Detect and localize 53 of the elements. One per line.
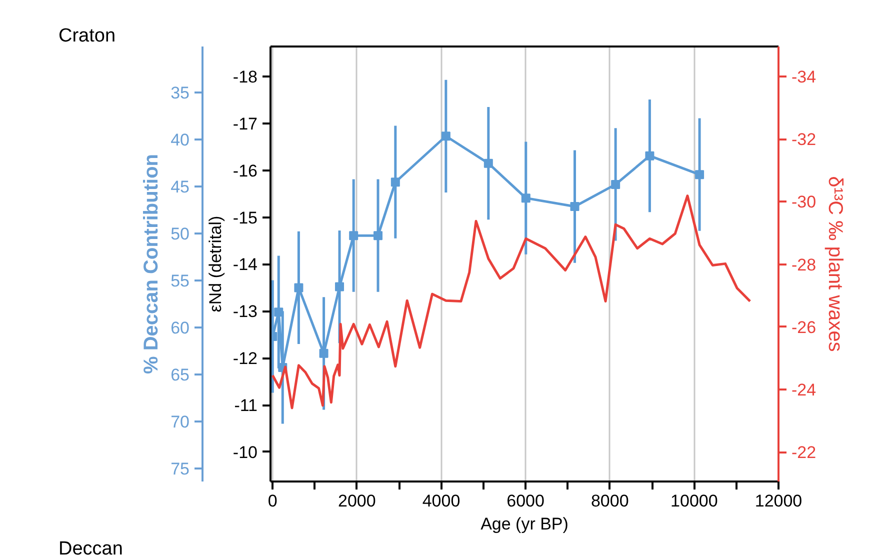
text: Craton bbox=[58, 26, 116, 46]
y3-tick-label: 60 bbox=[170, 318, 190, 338]
y-tick-label: -12 bbox=[232, 349, 258, 368]
point bbox=[570, 202, 580, 212]
y3-tick-label: 55 bbox=[170, 271, 190, 290]
x-tick-label: 8000 bbox=[590, 492, 629, 510]
y3-axis-title: % Deccan Contribution bbox=[140, 154, 163, 374]
y-tick-label: -10 bbox=[232, 442, 258, 462]
y2-tick-label: -22 bbox=[792, 443, 816, 462]
y3-tick-label: 45 bbox=[170, 177, 190, 196]
y-tick-label: -18 bbox=[232, 68, 258, 87]
point bbox=[521, 194, 530, 203]
x-tick-label: 6000 bbox=[506, 492, 544, 510]
y3-tick-label: 70 bbox=[170, 412, 190, 432]
point bbox=[335, 282, 344, 292]
point bbox=[319, 348, 328, 358]
y-tick-label: -14 bbox=[232, 255, 258, 274]
y-tick-label: -15 bbox=[232, 208, 258, 228]
y2-tick-label: -24 bbox=[792, 380, 816, 400]
y2-tick-label: -30 bbox=[792, 192, 816, 212]
point bbox=[390, 178, 400, 187]
line-series bbox=[271, 194, 752, 410]
y3-tick-label: 50 bbox=[170, 224, 190, 244]
y3-tick-label: 65 bbox=[170, 365, 190, 384]
point bbox=[374, 231, 382, 240]
x-tick-label: 0 bbox=[268, 492, 278, 510]
y-tick-label: -11 bbox=[234, 396, 258, 416]
y-tick-label: -16 bbox=[232, 161, 258, 180]
y2-axis-title: δ¹³C ‰ plant waxes bbox=[824, 176, 846, 352]
point bbox=[611, 180, 620, 189]
x-tick-label: 4000 bbox=[422, 492, 460, 510]
y-tick-label: -13 bbox=[232, 302, 258, 322]
text: Deccan bbox=[58, 538, 123, 559]
x-tick-label: 10000 bbox=[670, 492, 718, 510]
y-tick-label: -17 bbox=[232, 114, 258, 134]
point bbox=[294, 283, 304, 292]
y2-tick-label: -32 bbox=[792, 130, 816, 150]
point bbox=[695, 170, 704, 180]
x-tick-label: 2000 bbox=[338, 492, 376, 510]
point bbox=[645, 151, 654, 160]
x-axis-title: Age (yr BP) bbox=[480, 514, 568, 534]
y2-tick-label: -34 bbox=[792, 68, 816, 87]
y-axis-title: εNd (detrital) bbox=[206, 216, 225, 312]
y2-tick-label: -26 bbox=[792, 318, 816, 337]
point bbox=[484, 158, 493, 168]
point bbox=[274, 308, 284, 317]
point bbox=[349, 231, 358, 240]
y2-tick-label: -28 bbox=[792, 255, 816, 274]
point bbox=[441, 132, 450, 141]
y3-tick-label: 40 bbox=[170, 130, 190, 150]
y3-tick-label: 35 bbox=[170, 84, 190, 103]
y3-tick-label: 75 bbox=[170, 459, 190, 478]
x-tick-label: 12000 bbox=[754, 492, 802, 510]
